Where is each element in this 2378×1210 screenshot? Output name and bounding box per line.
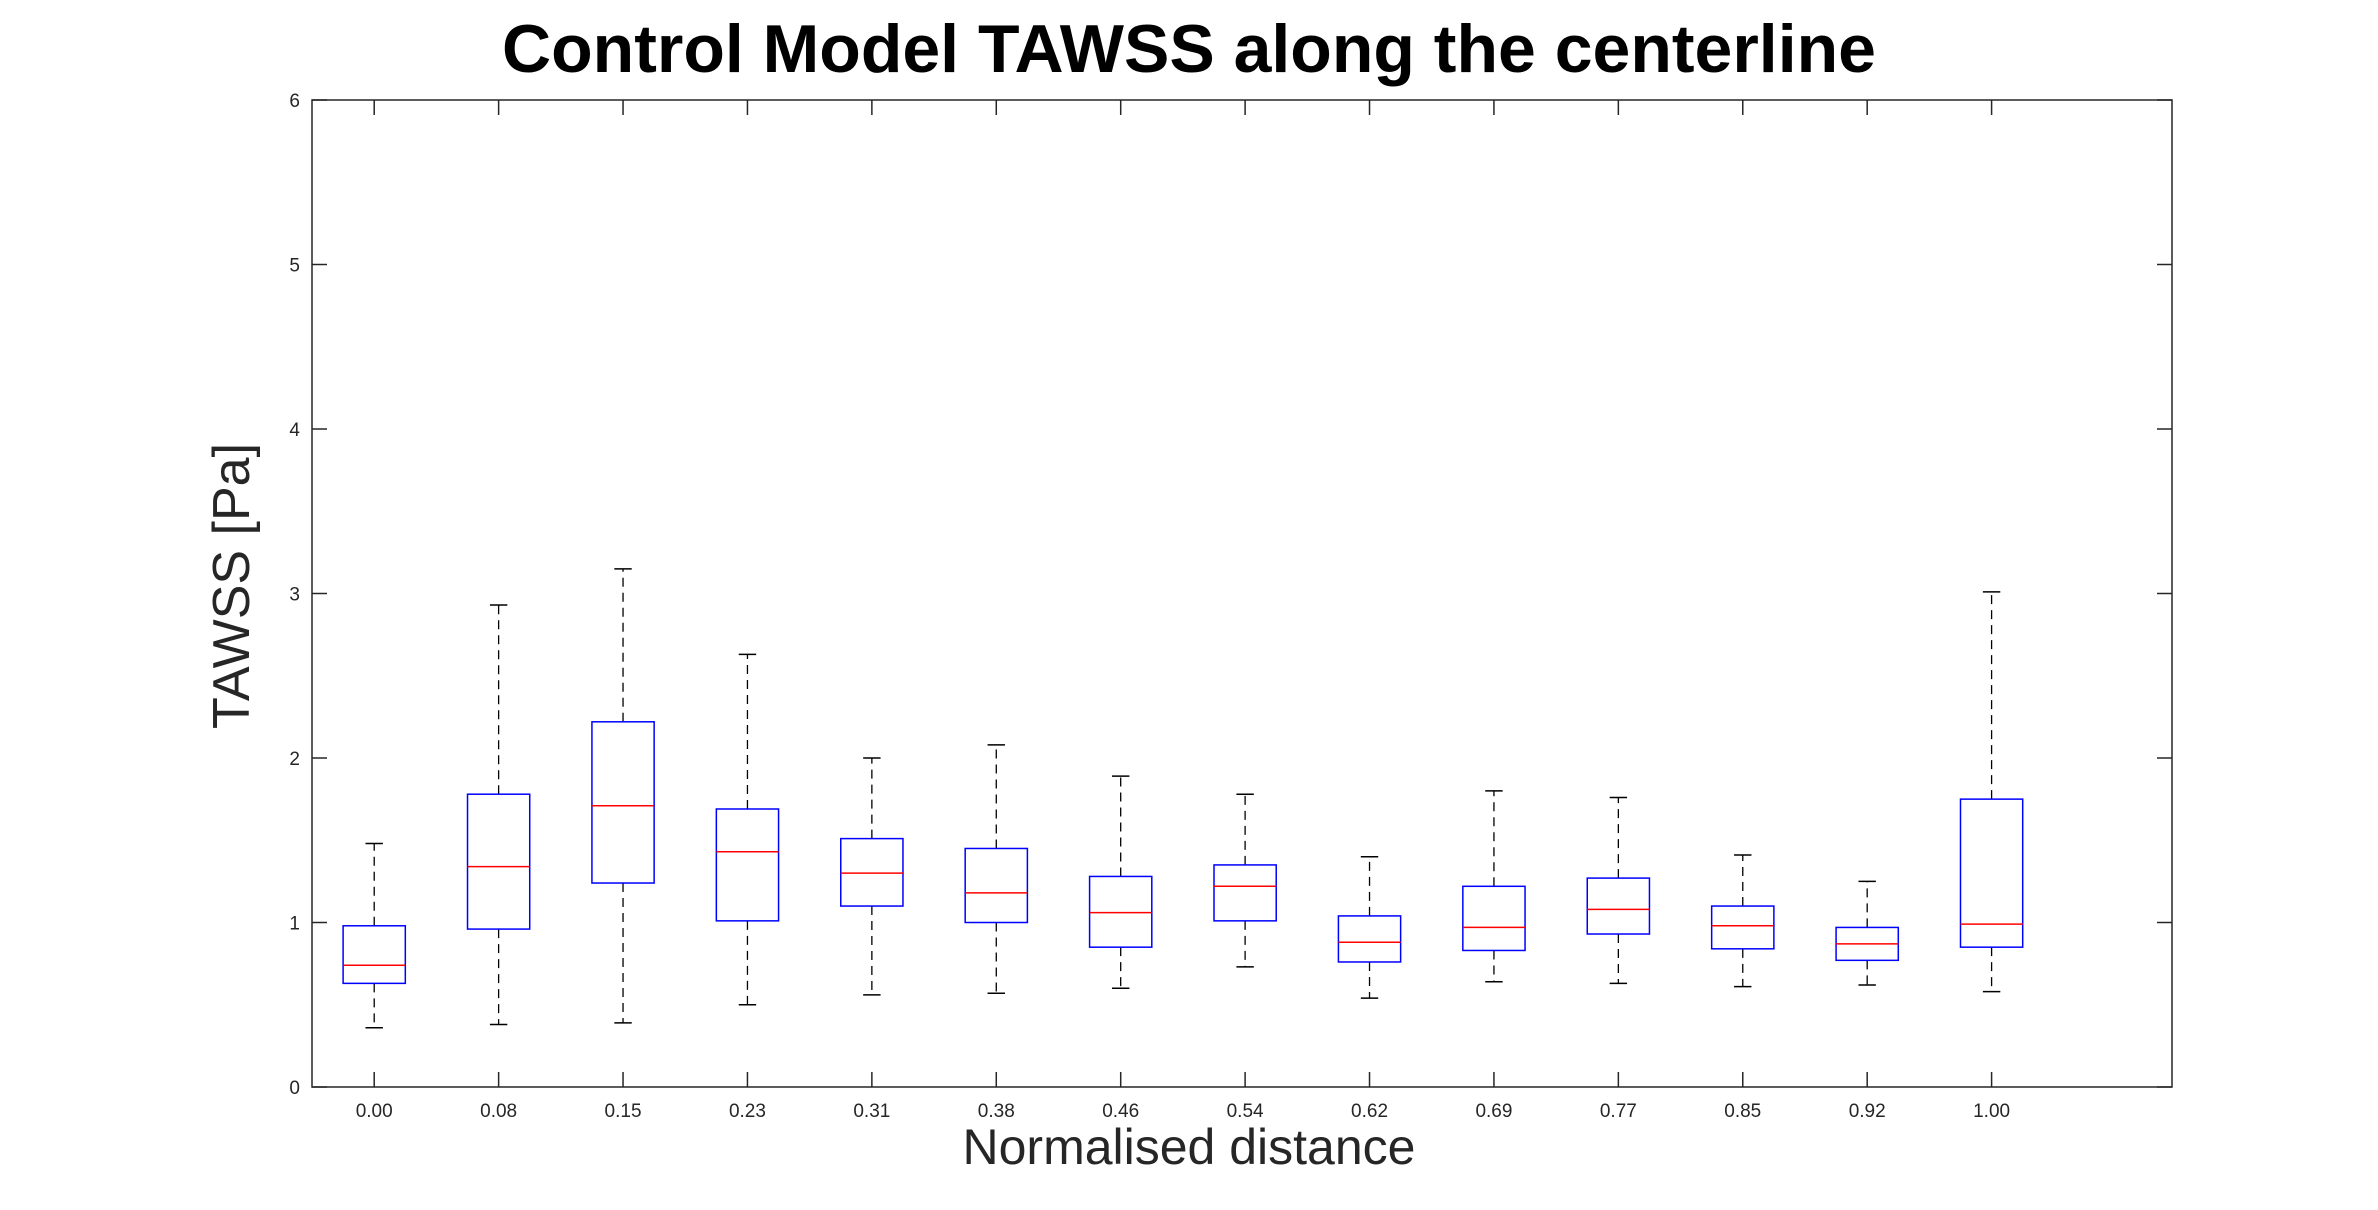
iqr-box (342, 925, 407, 985)
iqr-box (1586, 877, 1651, 935)
box-0.38 (964, 744, 1029, 994)
box-0.54 (1213, 793, 1277, 968)
box-0.46 (1088, 775, 1153, 990)
iqr-box (591, 721, 655, 884)
box-0.69 (1462, 790, 1526, 983)
x-tick-label: 0.85 (1724, 1101, 1761, 1122)
y-tick-label: 3 (289, 585, 300, 606)
x-tick-label: 0.23 (729, 1101, 766, 1122)
box-0.15 (591, 568, 655, 1024)
box-0.85 (1710, 854, 1775, 988)
y-tick-label: 1 (289, 914, 300, 935)
x-tick-label: 0.31 (853, 1101, 890, 1122)
y-tick-label: 4 (289, 420, 300, 441)
x-tick-label: 0.46 (1102, 1101, 1139, 1122)
box-0.77 (1586, 796, 1651, 985)
y-tick-label: 2 (289, 749, 300, 770)
iqr-box (1088, 875, 1153, 948)
iqr-box (466, 793, 531, 930)
chart-title: Control Model TAWSS along the centerline (502, 11, 1876, 87)
iqr-box (1213, 864, 1277, 922)
y-tick-label: 6 (289, 91, 300, 112)
x-tick-label: 0.69 (1475, 1101, 1512, 1122)
x-tick-label: 0.15 (605, 1101, 642, 1122)
iqr-box (1959, 798, 2024, 948)
x-tick-label: 0.77 (1600, 1101, 1637, 1122)
y-tick-label: 5 (289, 256, 300, 277)
x-tick-label: 0.62 (1351, 1101, 1388, 1122)
x-tick-label: 1.00 (1973, 1101, 2010, 1122)
x-tick-label: 0.54 (1227, 1101, 1264, 1122)
iqr-box (1462, 885, 1526, 952)
y-axis-label: TAWSS [Pa] (203, 442, 261, 730)
x-tick-label: 0.38 (978, 1101, 1015, 1122)
x-tick-label: 0.00 (356, 1101, 393, 1122)
iqr-box (840, 837, 904, 907)
iqr-box (715, 808, 780, 922)
box-series (342, 568, 2024, 1029)
x-axis-label: Normalised distance (962, 1119, 1416, 1175)
box-0.62 (1337, 855, 1402, 999)
box-0.23 (715, 653, 780, 1006)
box-0.92 (1835, 880, 1900, 986)
axes: 0 1 2 3 4 5 6 0.00 0.08 0.15 0.23 0.31 0.38 0.46 0.54 0… (289, 91, 2173, 1122)
box-0.00 (342, 842, 407, 1029)
iqr-box (1710, 905, 1775, 950)
box-0.31 (840, 757, 904, 996)
x-tick-label: 0.08 (480, 1101, 517, 1122)
x-tick-label: 0.92 (1849, 1101, 1886, 1122)
y-tick-label: 0 (289, 1078, 300, 1099)
iqr-box (964, 847, 1029, 924)
plot-frame (311, 99, 2173, 1088)
box-1.00 (1959, 591, 2024, 993)
box-0.08 (466, 604, 531, 1026)
iqr-box (1337, 915, 1402, 963)
